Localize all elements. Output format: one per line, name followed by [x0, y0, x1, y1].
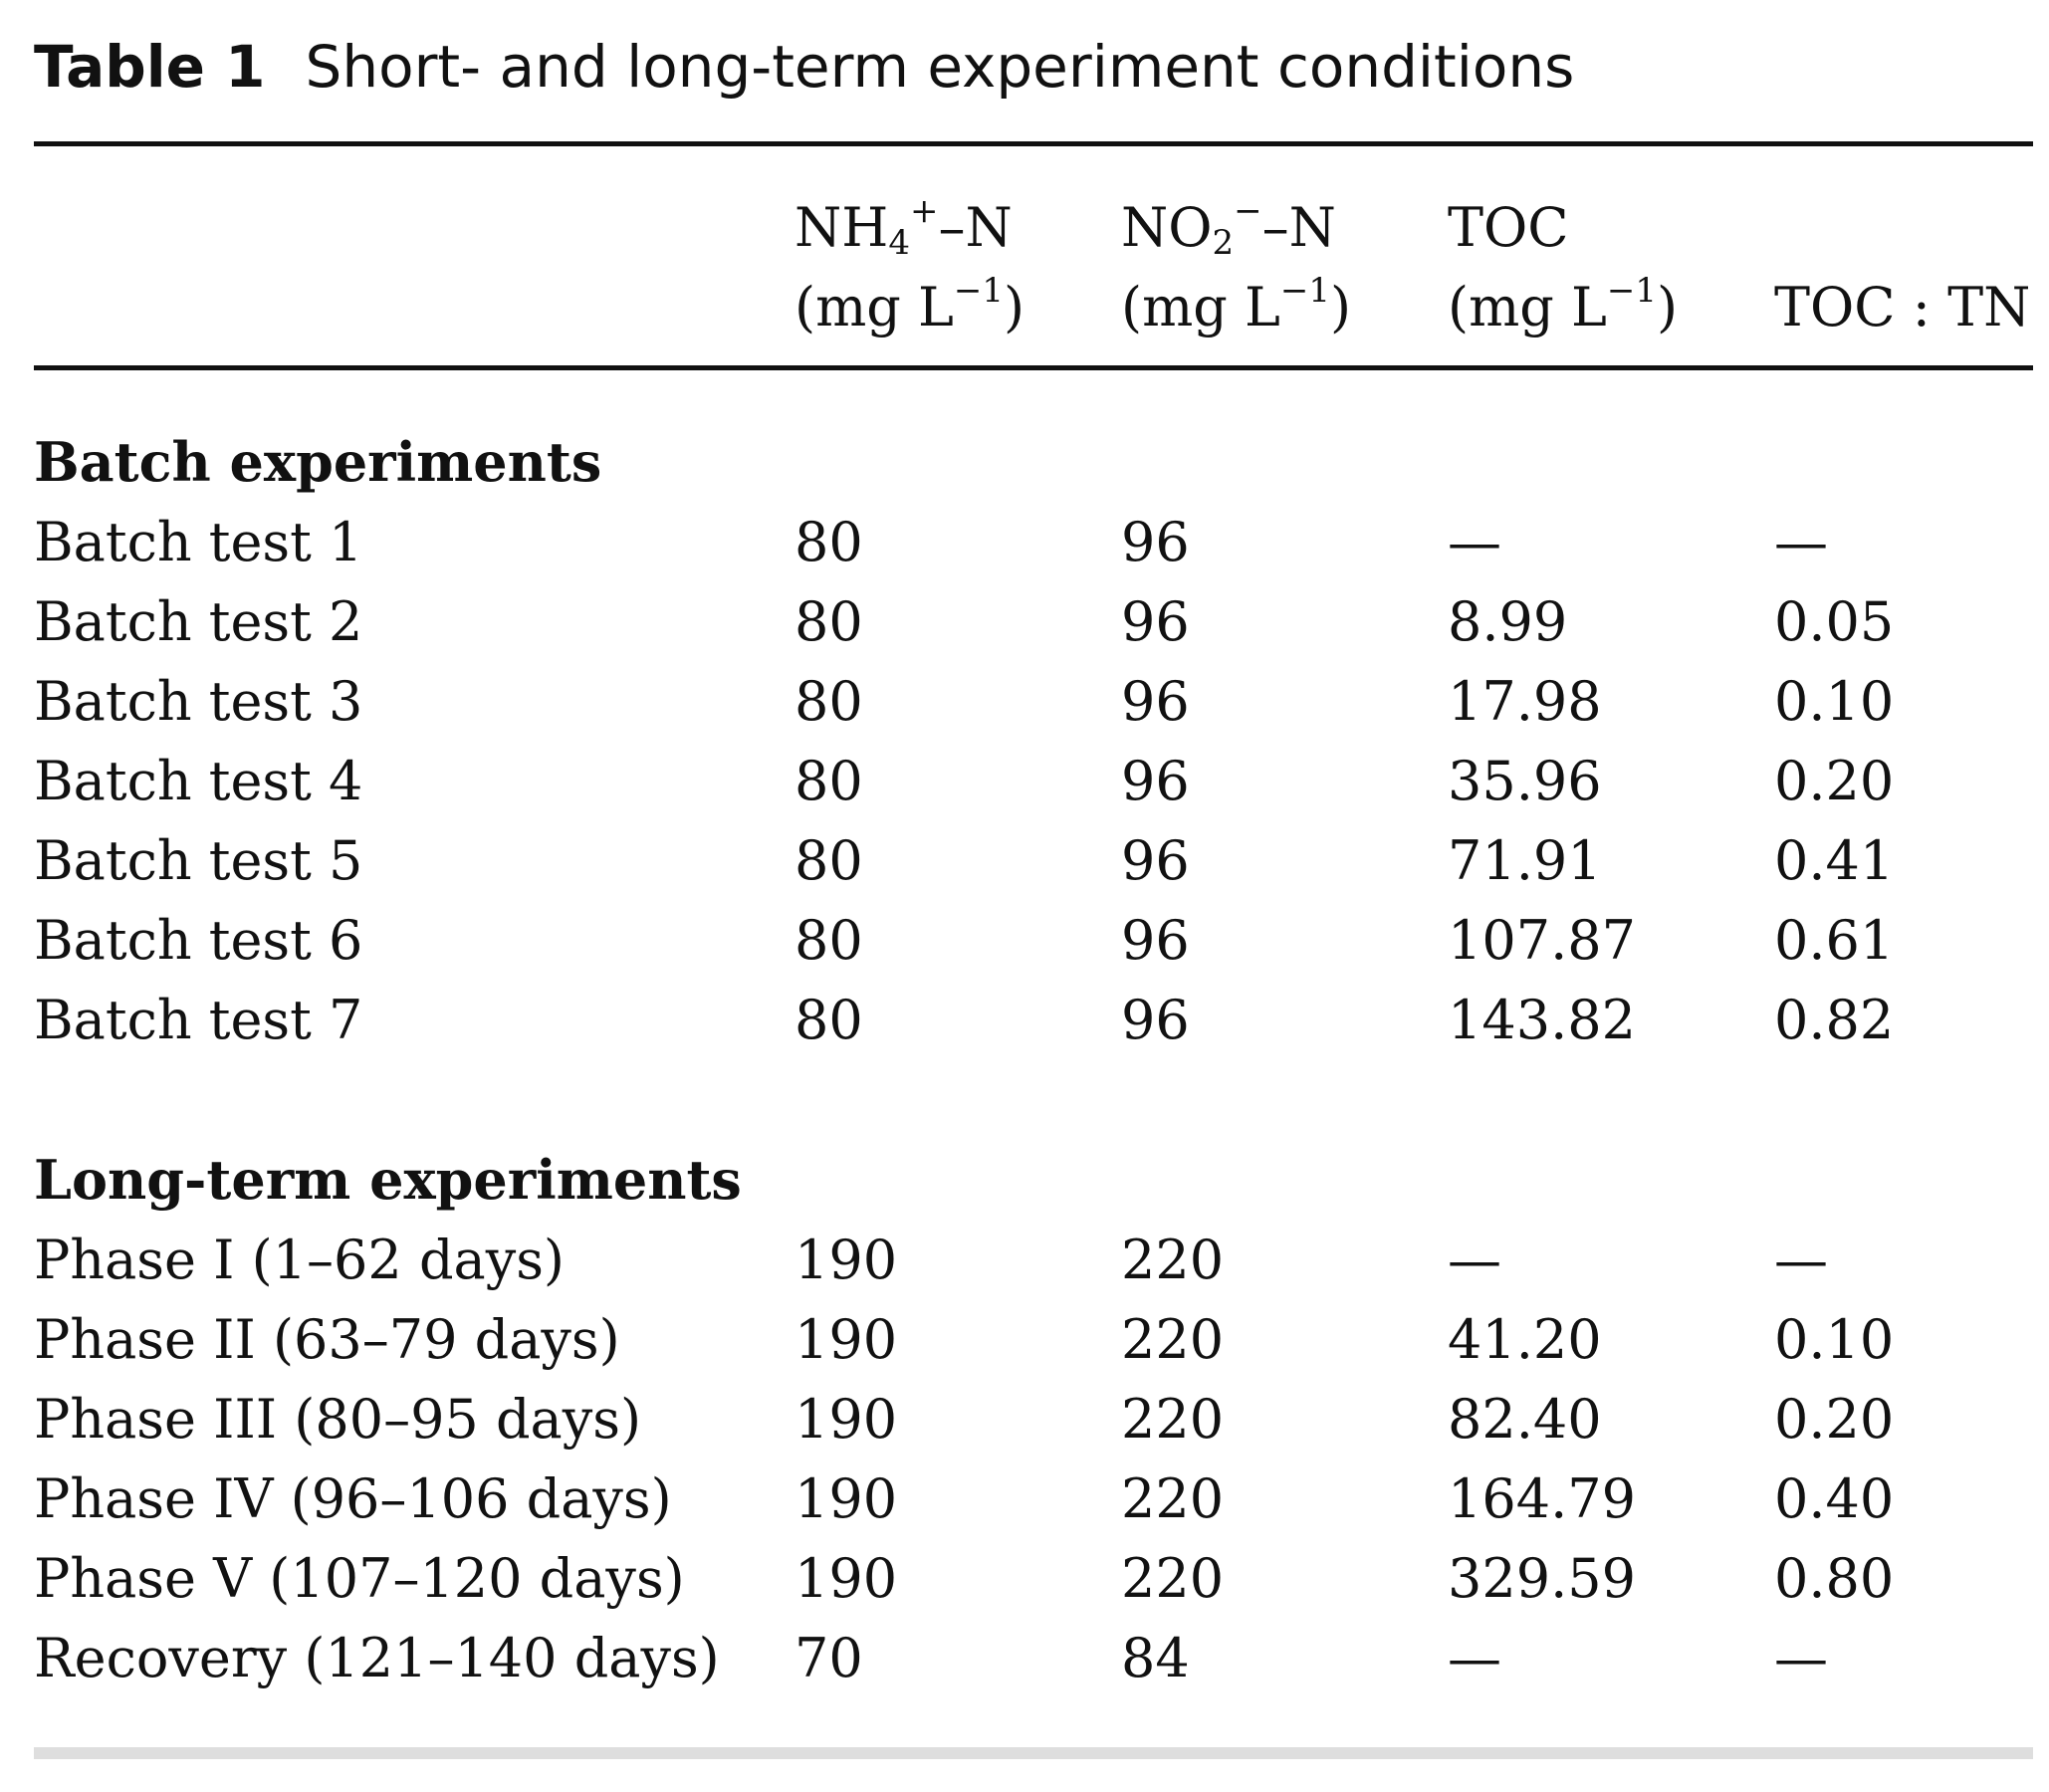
cell-no2: 220 — [1121, 1229, 1225, 1291]
header-toc-line1: TOC — [1448, 196, 1569, 259]
section-title-batch: Batch experiments — [34, 430, 602, 494]
table-row: Batch test 4 80 96 35.96 0.20 — [0, 742, 2049, 821]
table-row: Batch test 6 80 96 107.87 0.61 — [0, 901, 2049, 981]
row-label: Phase IV (96–106 days) — [34, 1467, 672, 1530]
cell-toc: 143.82 — [1448, 989, 1636, 1051]
cell-toc: 8.99 — [1448, 590, 1568, 653]
table-row: Phase V (107–120 days) 190 220 329.59 0.… — [0, 1539, 2049, 1619]
table-row: Phase IV (96–106 days) 190 220 164.79 0.… — [0, 1459, 2049, 1539]
row-label: Phase I (1–62 days) — [34, 1229, 565, 1291]
cell-toc-tn: 0.41 — [1774, 829, 1895, 892]
cell-no2: 96 — [1121, 670, 1190, 733]
row-label: Phase V (107–120 days) — [34, 1547, 685, 1610]
cell-toc-tn: 0.61 — [1774, 909, 1895, 972]
row-label: Phase II (63–79 days) — [34, 1308, 620, 1371]
cell-no2: 220 — [1121, 1547, 1225, 1610]
table-row: Phase I (1–62 days) 190 220 — — — [0, 1221, 2049, 1300]
row-label: Phase III (80–95 days) — [34, 1388, 642, 1451]
cell-nh4: 80 — [795, 909, 863, 972]
cell-nh4: 80 — [795, 829, 863, 892]
cell-toc: 107.87 — [1448, 909, 1636, 972]
table-row: Batch test 7 80 96 143.82 0.82 — [0, 981, 2049, 1060]
row-label: Batch test 5 — [34, 829, 363, 892]
cell-nh4: 80 — [795, 511, 863, 573]
table-title: Short- and long-term experiment conditio… — [305, 33, 1575, 101]
cell-nh4: 190 — [795, 1308, 898, 1371]
cell-toc: — — [1448, 1229, 1501, 1291]
cell-toc-tn: 0.10 — [1774, 670, 1895, 733]
table-row: Batch test 1 80 96 — — — [0, 503, 2049, 582]
cell-no2: 96 — [1121, 750, 1190, 812]
cell-nh4: 190 — [795, 1547, 898, 1610]
cell-toc: 17.98 — [1448, 670, 1602, 733]
row-label: Batch test 2 — [34, 590, 363, 653]
header-no2-unit: (mg L−1) — [1121, 271, 1352, 338]
cell-nh4: 70 — [795, 1627, 863, 1689]
cell-toc: 164.79 — [1448, 1467, 1636, 1530]
cell-toc: 329.59 — [1448, 1547, 1636, 1610]
table-row: Batch test 5 80 96 71.91 0.41 — [0, 821, 2049, 901]
cell-nh4: 190 — [795, 1388, 898, 1451]
cell-no2: 220 — [1121, 1467, 1225, 1530]
table-row: Batch test 3 80 96 17.98 0.10 — [0, 662, 2049, 742]
cell-no2: 96 — [1121, 909, 1190, 972]
cell-nh4: 80 — [795, 670, 863, 733]
cell-toc: 35.96 — [1448, 750, 1602, 812]
cell-toc: 71.91 — [1448, 829, 1602, 892]
cell-toc-tn: — — [1774, 1627, 1828, 1689]
cell-toc-tn: 0.40 — [1774, 1467, 1895, 1530]
cell-toc-tn: 0.20 — [1774, 750, 1895, 812]
cell-toc: 41.20 — [1448, 1308, 1602, 1371]
top-rule — [34, 141, 2033, 146]
bottom-rule — [34, 1747, 2033, 1759]
table-row: Phase II (63–79 days) 190 220 41.20 0.10 — [0, 1300, 2049, 1380]
cell-toc-tn: 0.20 — [1774, 1388, 1895, 1451]
cell-toc: 82.40 — [1448, 1388, 1602, 1451]
header-nh4-line1: NH4+–N — [795, 191, 1013, 263]
row-label: Recovery (121–140 days) — [34, 1627, 720, 1689]
table-row: Phase III (80–95 days) 190 220 82.40 0.2… — [0, 1380, 2049, 1459]
header-nh4-unit: (mg L−1) — [795, 271, 1025, 338]
cell-no2: 220 — [1121, 1388, 1225, 1451]
cell-toc: — — [1448, 511, 1501, 573]
header-toc-tn: TOC : TN — [1774, 276, 2031, 338]
cell-nh4: 80 — [795, 989, 863, 1051]
row-label: Batch test 6 — [34, 909, 363, 972]
cell-no2: 96 — [1121, 829, 1190, 892]
row-label: Batch test 4 — [34, 750, 363, 812]
cell-toc-tn: — — [1774, 1229, 1828, 1291]
header-toc-unit: (mg L−1) — [1448, 271, 1679, 338]
cell-toc-tn: 0.10 — [1774, 1308, 1895, 1371]
table-row: Recovery (121–140 days) 70 84 — — — [0, 1619, 2049, 1698]
cell-nh4: 190 — [795, 1467, 898, 1530]
table-label: Table 1 — [34, 33, 266, 101]
row-label: Batch test 7 — [34, 989, 363, 1051]
cell-no2: 96 — [1121, 511, 1190, 573]
cell-toc-tn: — — [1774, 511, 1828, 573]
cell-nh4: 80 — [795, 750, 863, 812]
cell-toc: — — [1448, 1627, 1501, 1689]
cell-toc-tn: 0.05 — [1774, 590, 1895, 653]
cell-no2: 220 — [1121, 1308, 1225, 1371]
row-label: Batch test 1 — [34, 511, 363, 573]
cell-toc-tn: 0.80 — [1774, 1547, 1895, 1610]
header-rule — [34, 365, 2033, 370]
cell-nh4: 80 — [795, 590, 863, 653]
header-no2-line1: NO2−–N — [1121, 191, 1336, 263]
cell-no2: 96 — [1121, 590, 1190, 653]
cell-nh4: 190 — [795, 1229, 898, 1291]
cell-toc-tn: 0.82 — [1774, 989, 1895, 1051]
row-label: Batch test 3 — [34, 670, 363, 733]
table-caption: Table 1 Short- and long-term experiment c… — [34, 28, 1574, 106]
section-title-long-term: Long-term experiments — [34, 1148, 742, 1212]
cell-no2: 84 — [1121, 1627, 1190, 1689]
table-row: Batch test 2 80 96 8.99 0.05 — [0, 582, 2049, 662]
cell-no2: 96 — [1121, 989, 1190, 1051]
